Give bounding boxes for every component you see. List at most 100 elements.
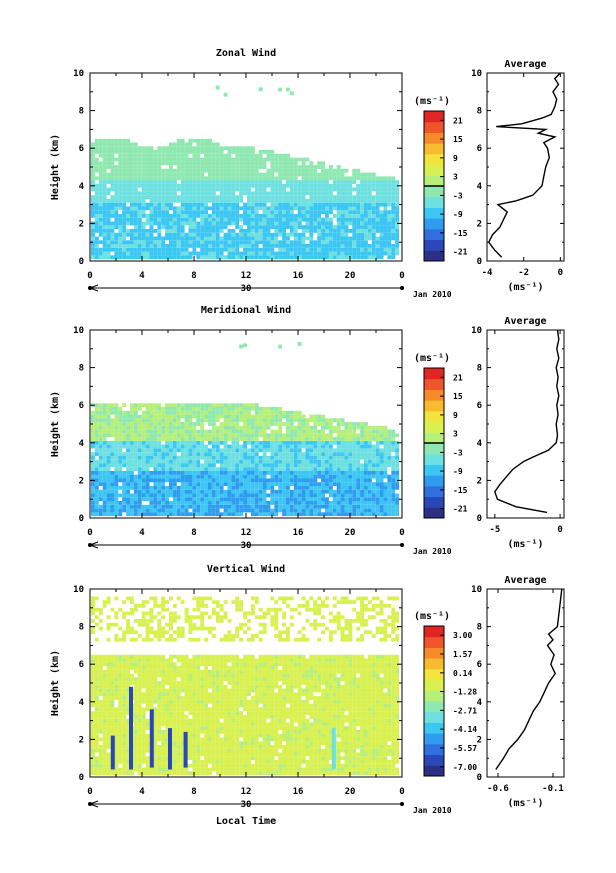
field-cell (161, 429, 166, 434)
field-cell (204, 195, 208, 199)
field-cell (196, 176, 201, 181)
field-cell (161, 425, 166, 430)
field-cell (231, 501, 236, 505)
field-cell (375, 478, 380, 483)
field-cell (145, 425, 150, 430)
field-cell (118, 501, 123, 505)
field-cell (118, 730, 123, 734)
field-cell (379, 501, 384, 505)
field-cell (348, 221, 353, 226)
field-cell (254, 429, 259, 434)
field-cell (94, 489, 99, 494)
field-cell (352, 210, 357, 214)
field-cell (258, 229, 263, 233)
field-cell (141, 165, 146, 169)
field-cell (94, 255, 99, 260)
field-cell (153, 251, 158, 256)
field-cell (297, 214, 302, 218)
field-cell (192, 474, 197, 479)
field-cell (239, 183, 244, 188)
field-cell (375, 255, 380, 260)
field-cell (270, 195, 275, 199)
field-cell (293, 463, 298, 468)
field-cell (133, 688, 138, 693)
field-cell (286, 180, 290, 184)
field-cell (336, 176, 341, 181)
field-cell (114, 596, 119, 601)
field-cell (118, 255, 123, 260)
field-cell (94, 504, 99, 509)
field-cell (157, 168, 162, 173)
field-cell (278, 478, 283, 483)
field-cell (219, 251, 224, 256)
field-cell (176, 206, 181, 211)
field-cell (262, 467, 267, 471)
field-cell (286, 214, 290, 218)
field-cell (254, 161, 259, 166)
field-cell (364, 448, 368, 453)
field-cell (219, 176, 224, 181)
colorbar-segment (424, 132, 444, 139)
field-cell (165, 414, 169, 419)
average-y-tick-label: 4 (477, 439, 483, 449)
field-cell (352, 244, 357, 248)
field-cell (145, 474, 150, 479)
colorbar-segment (424, 480, 444, 487)
field-cell (332, 176, 337, 181)
field-cell (192, 444, 197, 449)
field-cell (235, 508, 240, 513)
field-cell (219, 512, 224, 517)
field-cell (250, 448, 255, 453)
field-cell (110, 195, 115, 199)
field-cell (286, 410, 290, 415)
field-cell (270, 437, 275, 441)
field-cell (293, 410, 298, 415)
field-cell (352, 202, 357, 207)
field-cell (293, 217, 298, 222)
field-cell (130, 232, 134, 237)
field-cell (364, 217, 368, 222)
field-cell (141, 444, 146, 449)
field-cell (94, 229, 99, 233)
field-cell (219, 437, 224, 441)
field-cell (98, 756, 103, 761)
field-cell (94, 692, 99, 697)
field-cell (274, 448, 279, 453)
field-cell (379, 467, 384, 471)
field-cell (137, 478, 142, 483)
field-cell (98, 198, 103, 203)
field-cell (118, 741, 123, 745)
field-cell (204, 489, 208, 494)
field-cell (328, 210, 333, 214)
field-cell (215, 440, 220, 445)
field-cell (126, 153, 130, 158)
field-cell (360, 478, 364, 483)
field-cell (137, 232, 142, 237)
field-cell (192, 463, 197, 468)
field-cell (235, 407, 240, 411)
field-cell (231, 418, 236, 423)
field-cell (352, 247, 357, 252)
field-cell (133, 512, 138, 517)
field-cell (395, 486, 400, 490)
field-cell (215, 225, 220, 229)
field-cell (106, 760, 111, 764)
field-cell (395, 452, 400, 456)
field-cell (165, 221, 169, 226)
field-cell (270, 463, 275, 468)
field-cell (141, 414, 146, 419)
field-cell (387, 501, 392, 505)
field-cell (98, 414, 103, 419)
field-cell (239, 172, 244, 177)
field-cell (118, 467, 123, 471)
field-cell (328, 501, 333, 505)
field-cell (321, 247, 325, 252)
field-cell (172, 482, 177, 486)
field-cell (356, 202, 361, 207)
field-cell (313, 486, 318, 490)
colorbar-segment (424, 186, 444, 192)
field-cell (204, 247, 208, 252)
field-cell (286, 452, 290, 456)
field-cell (219, 504, 224, 509)
field-cell (231, 471, 236, 475)
